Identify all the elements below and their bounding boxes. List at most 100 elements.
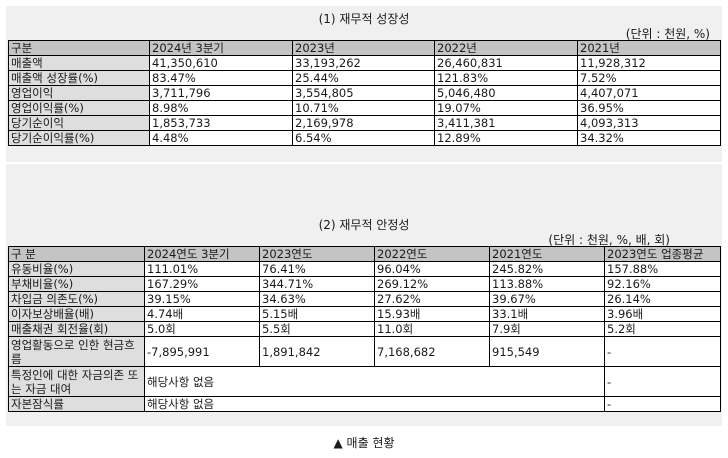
stability-avg-cell: - (604, 396, 721, 412)
growth-cell: 3,711,796 (149, 85, 293, 101)
stability-cell: 344.71% (259, 276, 375, 292)
growth-cell: 2,169,978 (292, 115, 435, 131)
growth-row: 매출액 성장률(%) 83.47% 25.44% 121.83% 7.52% (8, 70, 721, 86)
stability-cell: 4.74배 (144, 306, 260, 322)
stability-cell: - (604, 336, 721, 367)
growth-row-label: 당기순이익률(%) (8, 130, 150, 146)
stability-cell: 26.14% (604, 291, 721, 307)
growth-header-cell: 2022년 (434, 40, 578, 56)
stability-row-label: 차입금 의존도(%) (8, 291, 145, 307)
stability-header-cell: 구 분 (8, 246, 145, 262)
growth-cell: 6.54% (292, 130, 435, 146)
growth-cell: 7.52% (577, 70, 721, 86)
growth-title: (1) 재무적 성장성 (318, 12, 410, 26)
stability-cell: 7.9회 (489, 321, 605, 337)
stability-row-label: 부채비율(%) (8, 276, 145, 292)
growth-row: 영업이익 3,711,796 3,554,805 5,046,480 4,407,071 (8, 85, 721, 101)
stability-row-label: 이자보상배율(배) (8, 306, 145, 322)
stability-row: 매출채권 회전율(회) 5.0회 5.5회 11.0회 7.9회 5.2회 (8, 321, 721, 337)
stability-cell: 39.67% (489, 291, 605, 307)
growth-cell: 121.83% (434, 70, 578, 86)
stability-cell: 269.12% (374, 276, 490, 292)
growth-cell: 5,046,480 (434, 85, 578, 101)
growth-cell: 3,411,381 (434, 115, 578, 131)
growth-cell: 36.95% (577, 100, 721, 116)
stability-table: 구 분 2024연도 3분기 2023연도 2022연도 2021연도 2023연도 업종… (8, 246, 721, 412)
stability-cell: 15.93배 (374, 306, 490, 322)
stability-header-row: 구 분 2024연도 3분기 2023연도 2022연도 2021연도 2023연도 업종… (8, 246, 721, 262)
growth-row-label: 당기순이익 (8, 115, 150, 131)
growth-header-row: 구분 2024년 3분기 2023년 2022년 2021년 (8, 40, 721, 56)
stability-cell: 167.29% (144, 276, 260, 292)
stability-cell: 111.01% (144, 261, 260, 277)
growth-cell: 3,554,805 (292, 85, 435, 101)
stability-header-cell: 2024연도 3분기 (144, 246, 260, 262)
stability-cell: 7,168,682 (374, 336, 490, 367)
stability-header-cell: 2022연도 (374, 246, 490, 262)
growth-cell: 41,350,610 (149, 55, 293, 71)
stability-row-label: 특정인에 대한 자금의존 또는 자금 대여 (8, 366, 145, 397)
stability-row-label: 자본잠식률 (8, 396, 145, 412)
growth-row-label: 매출액 (8, 55, 150, 71)
stability-cell: 157.88% (604, 261, 721, 277)
stability-row-label: 유동비율(%) (8, 261, 145, 277)
growth-row: 영업이익률(%) 8.98% 10.71% 19.07% 36.95% (8, 100, 721, 116)
growth-row-label: 영업이익률(%) (8, 100, 150, 116)
stability-cell: 33.1배 (489, 306, 605, 322)
growth-cell: 8.98% (149, 100, 293, 116)
stability-row: 차입금 의존도(%) 39.15% 34.63% 27.62% 39.67% 26.14% (8, 291, 721, 307)
stability-cell: 92.16% (604, 276, 721, 292)
stability-title: (2) 재무적 안정성 (318, 218, 410, 232)
growth-cell: 4,407,071 (577, 85, 721, 101)
growth-row: 당기순이익 1,853,733 2,169,978 3,411,381 4,093,31… (8, 115, 721, 131)
stability-cell: 34.63% (259, 291, 375, 307)
growth-header-cell: 2024년 3분기 (149, 40, 293, 56)
growth-header-cell: 2023년 (292, 40, 435, 56)
stability-row: 부채비율(%) 167.29% 344.71% 269.12% 113.88% 92.16… (8, 276, 721, 292)
growth-unit: (단위 : 천원, %) (625, 27, 710, 41)
stability-cell: 76.41% (259, 261, 375, 277)
growth-cell: 1,853,733 (149, 115, 293, 131)
stability-panel: (2) 재무적 안정성 (단위 : 천원, %, 배, 회) 구 분 2024연도… (6, 164, 722, 426)
stability-cell: 96.04% (374, 261, 490, 277)
growth-row: 당기순이익률(%) 4.48% 6.54% 12.89% 34.32% (8, 130, 721, 146)
growth-header-cell: 구분 (8, 40, 150, 56)
stability-cell: 5.5회 (259, 321, 375, 337)
stability-cell: 5.0회 (144, 321, 260, 337)
growth-cell: 83.47% (149, 70, 293, 86)
growth-cell: 26,460,831 (434, 55, 578, 71)
stability-row: 유동비율(%) 111.01% 76.41% 96.04% 245.82% 157.88% (8, 261, 721, 277)
stability-merged-cell: 해당사항 없음 (144, 396, 605, 412)
growth-cell: 25.44% (292, 70, 435, 86)
growth-cell: 4.48% (149, 130, 293, 146)
growth-cell: 33,193,262 (292, 55, 435, 71)
stability-cell: 5.15배 (259, 306, 375, 322)
stability-cell: 113.88% (489, 276, 605, 292)
growth-row: 매출액 41,350,610 33,193,262 26,460,831 11,928,… (8, 55, 721, 71)
growth-cell: 19.07% (434, 100, 578, 116)
stability-cell: 11.0회 (374, 321, 490, 337)
stability-cell: 39.15% (144, 291, 260, 307)
stability-cell: 915,549 (489, 336, 605, 367)
stability-row: 영업활동으로 인한 현금흐름 -7,895,991 1,891,842 7,168,6… (8, 336, 721, 367)
stability-row: 이자보상배율(배) 4.74배 5.15배 15.93배 33.1배 3.96배 (8, 306, 721, 322)
growth-cell: 34.32% (577, 130, 721, 146)
stability-row-label: 매출채권 회전율(회) (8, 321, 145, 337)
stability-cell: 5.2회 (604, 321, 721, 337)
growth-row-label: 매출액 성장률(%) (8, 70, 150, 86)
stability-header-cell: 2023연도 업종평균 (604, 246, 721, 262)
figure-caption: ▲ 매출 현황 (333, 436, 395, 450)
stability-cell: 27.62% (374, 291, 490, 307)
stability-row-label: 영업활동으로 인한 현금흐름 (8, 336, 145, 367)
stability-cell: 3.96배 (604, 306, 721, 322)
stability-cell: -7,895,991 (144, 336, 260, 367)
stability-header-cell: 2023연도 (259, 246, 375, 262)
stability-special-row: 자본잠식률 해당사항 없음 - (8, 396, 721, 412)
stability-cell: 1,891,842 (259, 336, 375, 367)
stability-cell: 245.82% (489, 261, 605, 277)
growth-header-cell: 2021년 (577, 40, 721, 56)
growth-cell: 11,928,312 (577, 55, 721, 71)
stability-avg-cell: - (604, 366, 721, 397)
growth-cell: 10.71% (292, 100, 435, 116)
stability-special-row: 특정인에 대한 자금의존 또는 자금 대여 해당사항 없음 - (8, 366, 721, 397)
